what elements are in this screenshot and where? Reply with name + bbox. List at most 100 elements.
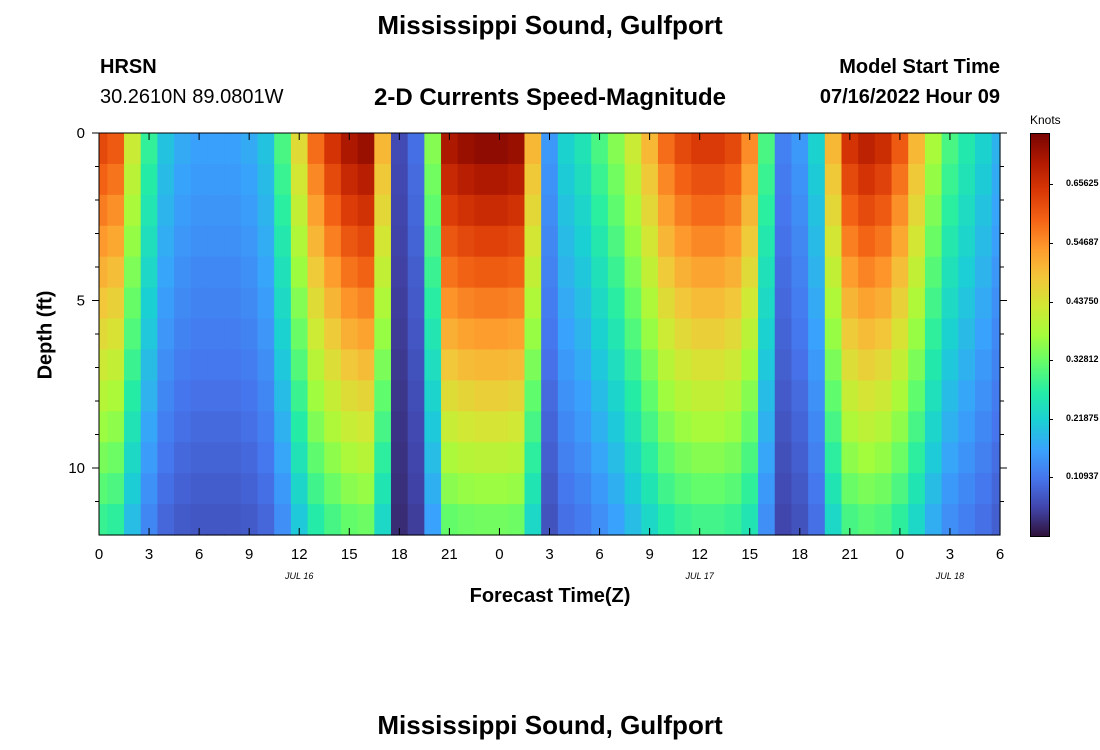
heatmap-cell (524, 133, 542, 165)
heatmap-cell (891, 349, 909, 381)
heatmap-cell (774, 380, 793, 412)
heatmap-cell (307, 287, 325, 320)
heatmap-cell (824, 504, 843, 536)
heatmap-cell (340, 194, 359, 227)
heatmap-cell (557, 133, 576, 165)
y-tick-label: 10 (68, 460, 85, 477)
heatmap-cell (674, 133, 692, 165)
heatmap-cell (240, 442, 259, 474)
heatmap-cell (741, 133, 759, 165)
heatmap-cell (340, 163, 359, 196)
heatmap-cell (390, 133, 409, 165)
heatmap-cell (691, 133, 709, 165)
heatmap-cell (407, 256, 425, 289)
heatmap-cell (758, 194, 776, 227)
heatmap-cell (124, 256, 142, 289)
heatmap-cell (107, 380, 125, 412)
heatmap-cell (307, 163, 325, 196)
heatmap-cell (607, 411, 626, 443)
heatmap-cell (691, 442, 709, 474)
heatmap-cell (774, 411, 793, 443)
heatmap-cell (457, 411, 476, 443)
heatmap-cell (524, 318, 542, 351)
heatmap-cell (858, 225, 876, 258)
x-tick-label: 21 (841, 546, 858, 563)
heatmap-cell (874, 133, 893, 165)
heatmap-cell (474, 504, 492, 536)
colorbar-tick (1049, 242, 1053, 244)
heatmap-cell (607, 442, 626, 474)
heatmap-cell (874, 442, 893, 474)
heatmap-cell (124, 318, 142, 351)
heatmap-cell (290, 349, 309, 381)
heatmap-cell (457, 194, 476, 227)
heatmap-cell (441, 133, 459, 165)
colorbar-tick-label: 0.54687 (1066, 236, 1099, 247)
heatmap-cell (457, 163, 476, 196)
x-tick-label: 9 (645, 546, 653, 563)
heatmap-cell (641, 473, 659, 505)
heatmap-cell (641, 163, 659, 196)
heatmap-cell (557, 256, 576, 289)
heatmap-cell (808, 287, 826, 320)
heatmap-cell (908, 504, 926, 536)
heatmap-cell (107, 225, 125, 258)
heatmap-cell (507, 225, 526, 258)
heatmap-cell (207, 194, 225, 227)
heatmap-cell (524, 380, 542, 412)
heatmap-cell (591, 163, 609, 196)
colorbar (1030, 133, 1050, 537)
heatmap-cell (124, 194, 142, 227)
heatmap-cell (107, 473, 125, 505)
heatmap-cell (657, 349, 676, 381)
heatmap-cell (457, 473, 476, 505)
colorbar-tick (1049, 477, 1053, 479)
heatmap-cell (791, 133, 809, 165)
heatmap-cell (307, 442, 325, 474)
heatmap-cell (257, 349, 275, 381)
heatmap-cell (958, 256, 976, 289)
heatmap-cell (808, 194, 826, 227)
heatmap-cell (741, 380, 759, 412)
heatmap-cell (891, 442, 909, 474)
heatmap-cell (324, 411, 342, 443)
x-tick-label: 3 (545, 546, 553, 563)
heatmap-cell (657, 380, 676, 412)
heatmap-cell (958, 473, 976, 505)
heatmap-cell (858, 194, 876, 227)
heatmap-cell (124, 411, 142, 443)
heatmap-cell (657, 442, 676, 474)
x-tick-label: 6 (996, 546, 1004, 563)
heatmap-cell (207, 225, 225, 258)
heatmap-cell (924, 380, 943, 412)
heatmap-cell (324, 287, 342, 320)
heatmap-cell (340, 411, 359, 443)
heatmap-cell (274, 473, 292, 505)
heatmap-cell (157, 194, 175, 227)
heatmap-cell (424, 473, 442, 505)
heatmap-cell (908, 194, 926, 227)
heatmap-cell (441, 504, 459, 536)
heatmap-cell (858, 133, 876, 165)
heatmap-cell (374, 411, 392, 443)
heatmap-cell (741, 225, 759, 258)
heatmap-cell (991, 287, 1001, 320)
heatmap-cell (157, 442, 175, 474)
heatmap-cell (474, 473, 492, 505)
heatmap-cell (224, 318, 242, 351)
heatmap-cell (441, 380, 459, 412)
heatmap-cell (824, 225, 843, 258)
heatmap-cell (474, 287, 492, 320)
heatmap-cell (374, 225, 392, 258)
heatmap-cell (641, 225, 659, 258)
heatmap-cell (424, 194, 442, 227)
heatmap-cell (274, 442, 292, 474)
heatmap-cell (641, 380, 659, 412)
heatmap-cell (958, 133, 976, 165)
heatmap-cell (591, 287, 609, 320)
heatmap-cell (691, 163, 709, 196)
heatmap-cell (99, 318, 108, 351)
heatmap-cell (174, 287, 192, 320)
heatmap-cell (407, 225, 425, 258)
heatmap-cell (524, 256, 542, 289)
